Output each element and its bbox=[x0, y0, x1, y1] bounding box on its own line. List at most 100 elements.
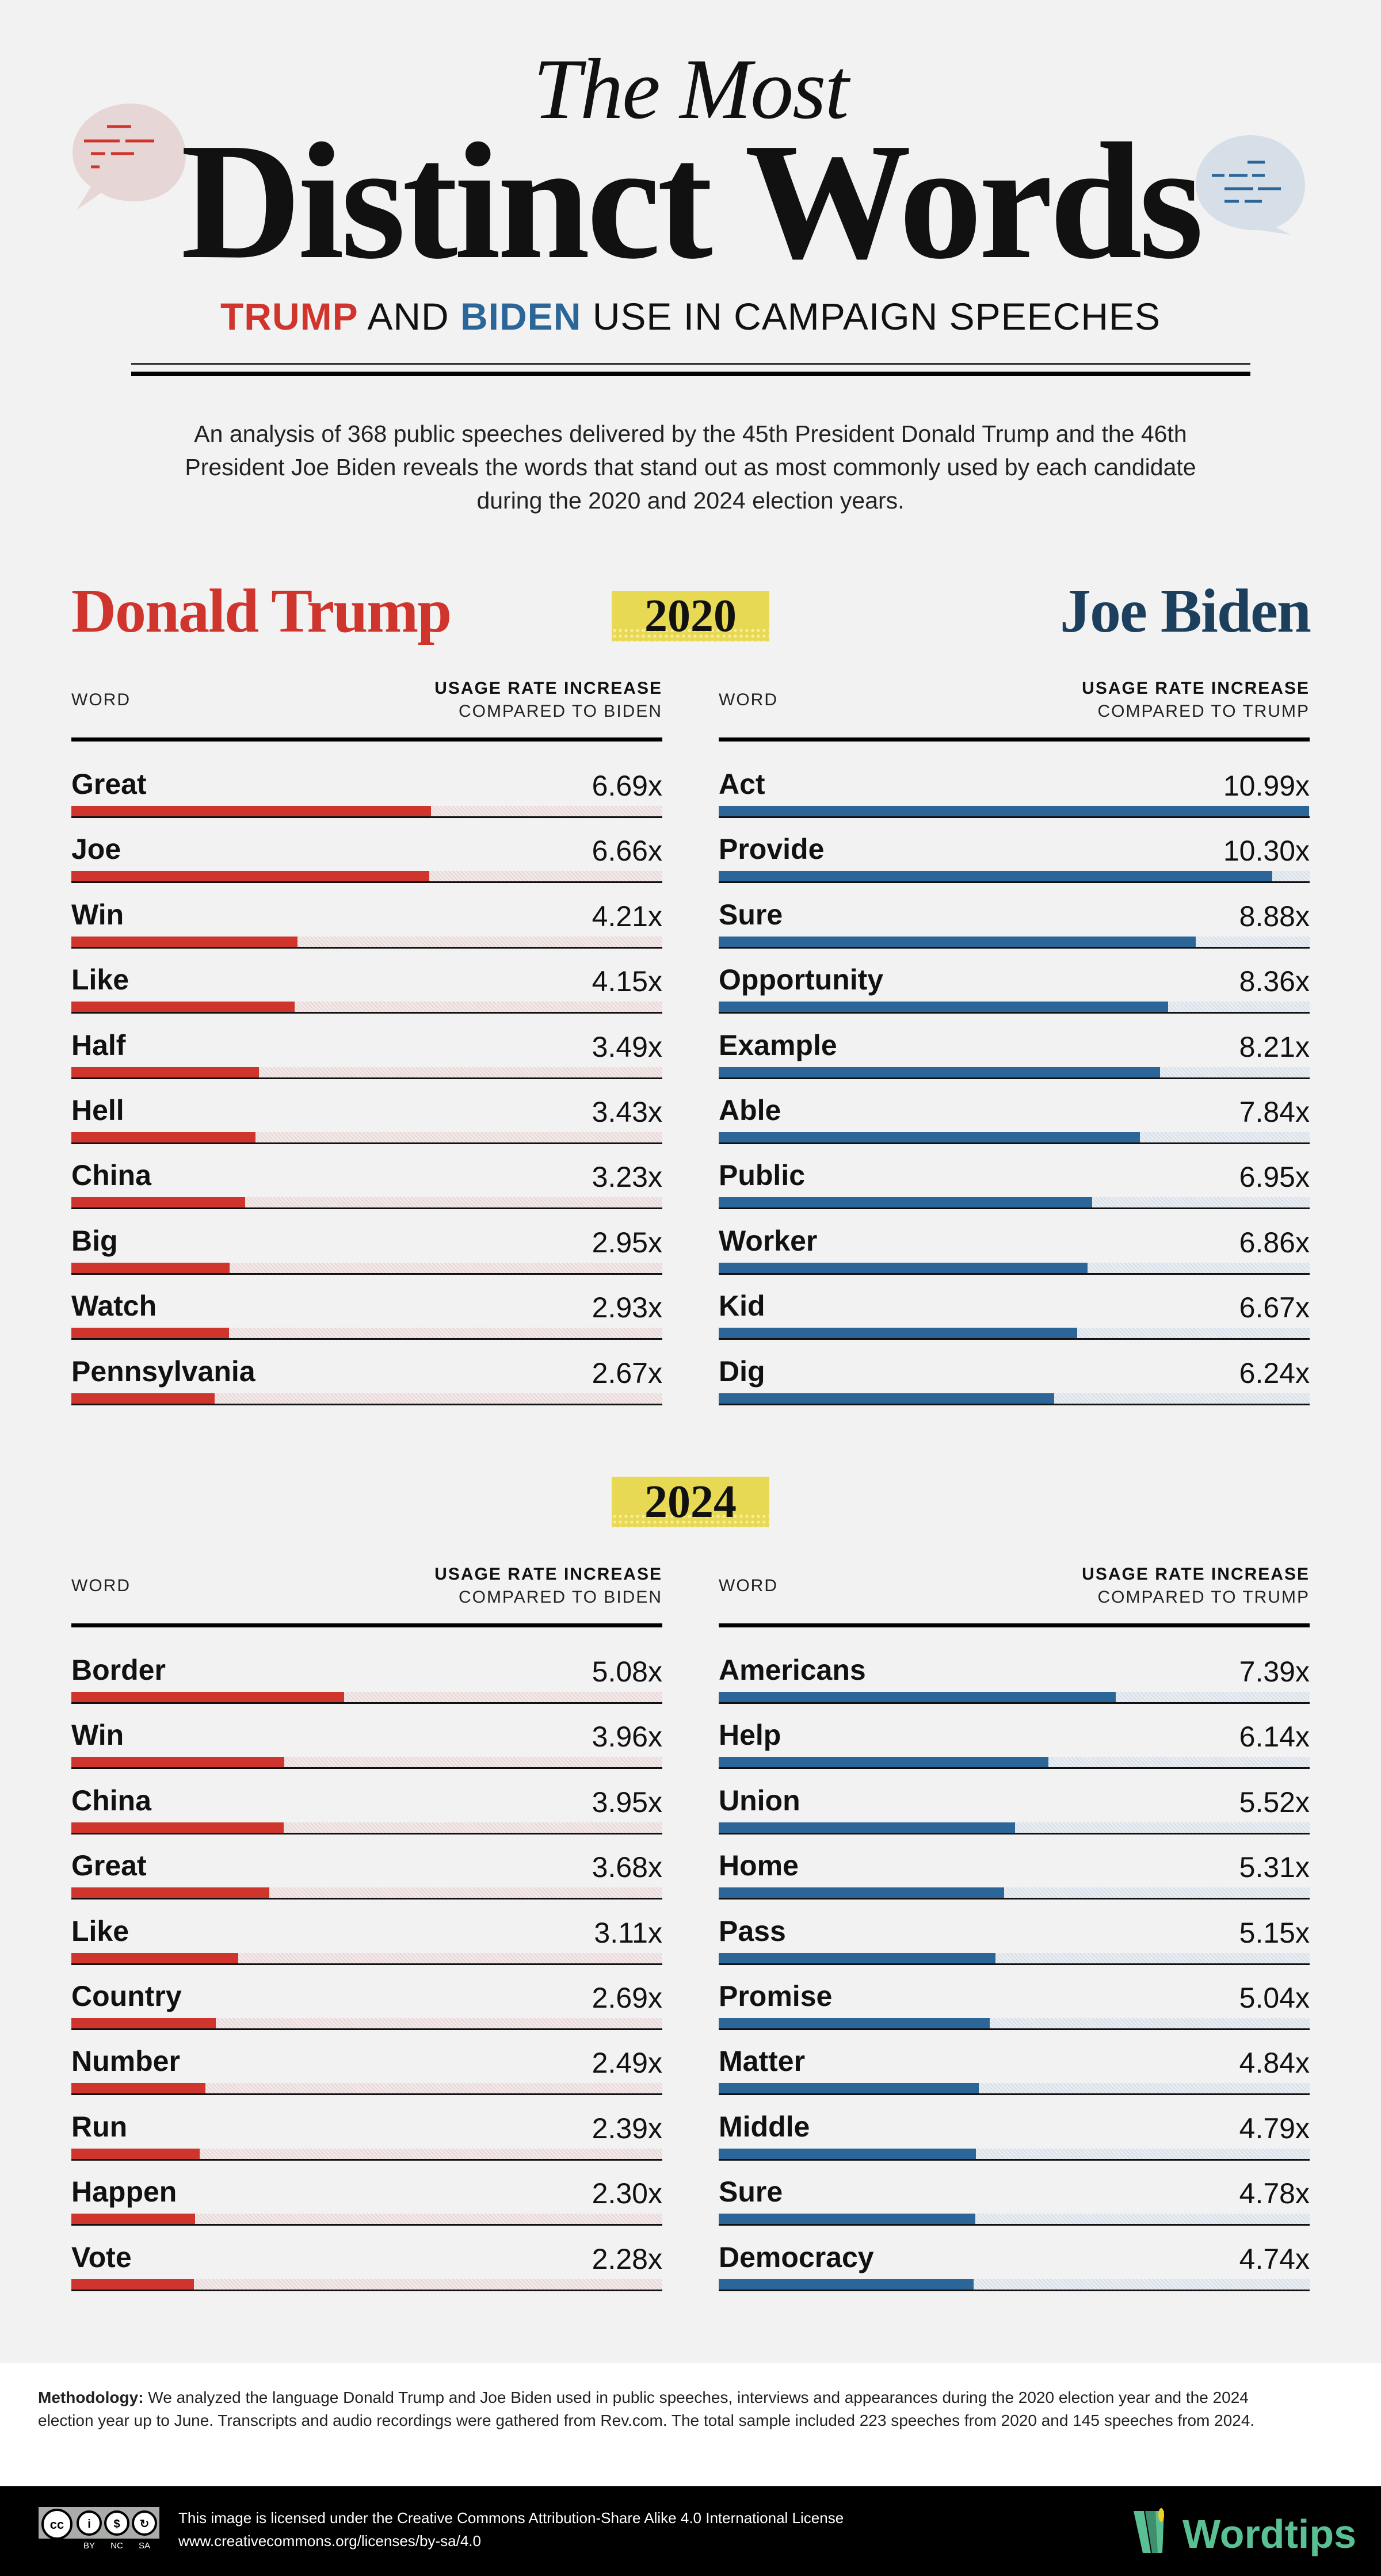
bar bbox=[719, 1328, 1077, 1339]
bar-track bbox=[719, 1067, 1310, 1077]
bar bbox=[71, 2279, 194, 2290]
bar-track bbox=[719, 2148, 1310, 2159]
bar-baseline bbox=[71, 1142, 662, 1144]
value-label: 4.78x bbox=[1239, 2177, 1310, 2210]
bar-track bbox=[71, 2018, 662, 2028]
trump-heading: Donald Trump bbox=[71, 577, 452, 645]
header-rule bbox=[719, 1623, 1310, 1627]
bar-baseline bbox=[719, 2289, 1310, 2291]
bar-row: Hell 3.43x bbox=[71, 1091, 662, 1149]
bar-track bbox=[71, 1197, 662, 1208]
bar-baseline bbox=[719, 1702, 1310, 1704]
creative-commons-icon: cc i $ ↻ BY NC SA bbox=[39, 2507, 159, 2550]
bar bbox=[719, 2148, 976, 2159]
bar-row: Country 2.69x bbox=[71, 1977, 662, 2035]
header-rule bbox=[71, 1623, 662, 1627]
bar bbox=[719, 1262, 1088, 1273]
bar-baseline bbox=[71, 946, 662, 949]
title-small: The Most bbox=[533, 41, 849, 137]
header-rule bbox=[71, 737, 662, 742]
value-label: 6.69x bbox=[592, 770, 662, 802]
value-label: 2.39x bbox=[592, 2112, 662, 2145]
bar-baseline bbox=[71, 1963, 662, 1965]
bar-track bbox=[71, 2083, 662, 2094]
bar-row: Matter 4.84x bbox=[719, 2042, 1310, 2100]
word-label: Opportunity bbox=[719, 964, 884, 996]
bar-track bbox=[71, 2279, 662, 2290]
value-label: 3.95x bbox=[592, 1786, 662, 1818]
word-label: Americans bbox=[719, 1654, 866, 1686]
value-label: 3.68x bbox=[592, 1851, 662, 1884]
word-label: Home bbox=[719, 1849, 799, 1882]
bar-baseline bbox=[71, 1403, 662, 1405]
value-label: 8.36x bbox=[1239, 965, 1310, 998]
methodology-body: We analyzed the language Donald Trump an… bbox=[38, 2388, 1255, 2429]
bar-row: Happen 2.30x bbox=[71, 2173, 662, 2230]
bar-baseline bbox=[719, 1272, 1310, 1275]
bar-baseline bbox=[71, 2289, 662, 2291]
biden-heading: Joe Biden bbox=[1059, 577, 1311, 645]
bar-baseline bbox=[719, 2093, 1310, 2096]
bar bbox=[71, 2214, 195, 2225]
bar-baseline bbox=[71, 1898, 662, 1900]
bar bbox=[719, 806, 1310, 816]
value-label: 4.15x bbox=[592, 965, 662, 998]
bar bbox=[71, 1132, 256, 1142]
bar-row: Public 6.95x bbox=[719, 1156, 1310, 1214]
bar bbox=[71, 2148, 200, 2159]
value-label: 8.88x bbox=[1239, 900, 1310, 932]
value-label: 2.95x bbox=[592, 1226, 662, 1259]
value-label: 5.04x bbox=[1239, 1982, 1310, 2014]
value-label: 6.14x bbox=[1239, 1721, 1310, 1753]
bar-track bbox=[71, 871, 662, 882]
column-header-word: WORD bbox=[71, 1576, 131, 1595]
value-label: 5.08x bbox=[592, 1656, 662, 1688]
bar bbox=[71, 806, 431, 816]
bar bbox=[719, 1952, 995, 1963]
bar bbox=[719, 1393, 1054, 1404]
bar-row: Pennsylvania 2.67x bbox=[71, 1352, 662, 1410]
word-label: Able bbox=[719, 1094, 781, 1126]
value-label: 6.66x bbox=[592, 835, 662, 867]
word-label: Happen bbox=[71, 2176, 177, 2208]
word-label: Border bbox=[71, 1654, 166, 1686]
bar bbox=[71, 2083, 205, 2094]
bar-track bbox=[71, 936, 662, 947]
methodology-text: Methodology: We analyzed the language Do… bbox=[38, 2386, 1304, 2432]
bar-row: Number 2.49x bbox=[71, 2042, 662, 2100]
value-label: 2.30x bbox=[592, 2177, 662, 2210]
bar-row: Home 5.31x bbox=[719, 1847, 1310, 1904]
bar-track bbox=[71, 1262, 662, 1273]
word-label: Run bbox=[71, 2110, 128, 2143]
bar-row: Great 3.68x bbox=[71, 1847, 662, 1904]
column-header-word: WORD bbox=[719, 1576, 778, 1595]
bar bbox=[71, 936, 298, 947]
word-label: Promise bbox=[719, 1980, 833, 2012]
speech-bubble-red-icon bbox=[73, 104, 186, 210]
bar-row: Sure 8.88x bbox=[719, 896, 1310, 953]
word-label: Democracy bbox=[719, 2241, 874, 2273]
word-label: Dig bbox=[719, 1355, 765, 1388]
bar-row: Like 4.15x bbox=[71, 961, 662, 1018]
bar-row: Able 7.84x bbox=[719, 1091, 1310, 1149]
bar-track bbox=[719, 1952, 1310, 1963]
word-label: Vote bbox=[71, 2241, 132, 2273]
value-label: 2.67x bbox=[592, 1356, 662, 1389]
license-url[interactable]: www.creativecommons.org/licenses/by-sa/4… bbox=[178, 2532, 481, 2550]
bar-baseline bbox=[719, 816, 1310, 818]
word-label: Like bbox=[71, 964, 129, 996]
wordtips-brand[interactable]: Wordtips bbox=[1182, 2512, 1357, 2556]
value-label: 5.15x bbox=[1239, 1916, 1310, 1949]
year-2020-label: 2020 bbox=[644, 591, 737, 641]
bar-row: Democracy 4.74x bbox=[719, 2238, 1310, 2296]
value-label: 5.52x bbox=[1239, 1786, 1310, 1818]
bar-row: Opportunity 8.36x bbox=[719, 961, 1310, 1018]
methodology-label: Methodology: bbox=[38, 2388, 144, 2406]
bar-track bbox=[719, 1393, 1310, 1404]
bar-row: Big 2.95x bbox=[71, 1222, 662, 1279]
bar bbox=[719, 1132, 1140, 1142]
year-2024-label: 2024 bbox=[644, 1477, 737, 1527]
svg-text:↻: ↻ bbox=[140, 2518, 150, 2531]
value-label: 5.31x bbox=[1239, 1851, 1310, 1884]
word-label: China bbox=[71, 1784, 151, 1817]
